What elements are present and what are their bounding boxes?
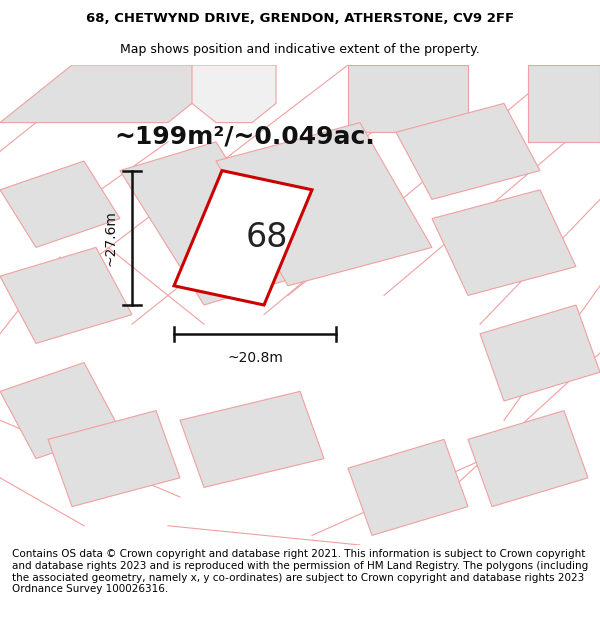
Text: ~20.8m: ~20.8m [227,351,283,365]
Polygon shape [48,411,180,507]
Polygon shape [528,65,600,142]
Text: 68: 68 [246,221,288,254]
Polygon shape [396,103,540,199]
Polygon shape [348,439,468,536]
Polygon shape [432,190,576,296]
Text: Map shows position and indicative extent of the property.: Map shows position and indicative extent… [120,42,480,56]
Polygon shape [348,65,468,132]
Text: ~199m²/~0.049ac.: ~199m²/~0.049ac. [114,125,375,149]
Polygon shape [468,411,588,507]
Text: Contains OS data © Crown copyright and database right 2021. This information is : Contains OS data © Crown copyright and d… [12,549,588,594]
Polygon shape [0,362,120,459]
Text: 68, CHETWYND DRIVE, GRENDON, ATHERSTONE, CV9 2FF: 68, CHETWYND DRIVE, GRENDON, ATHERSTONE,… [86,12,514,25]
Polygon shape [0,248,132,343]
Polygon shape [216,122,432,286]
Text: ~27.6m: ~27.6m [104,210,118,266]
Polygon shape [192,65,276,122]
Polygon shape [120,142,300,305]
Polygon shape [174,171,312,305]
Polygon shape [480,305,600,401]
Polygon shape [0,161,120,248]
Polygon shape [180,391,324,488]
Polygon shape [0,65,240,122]
